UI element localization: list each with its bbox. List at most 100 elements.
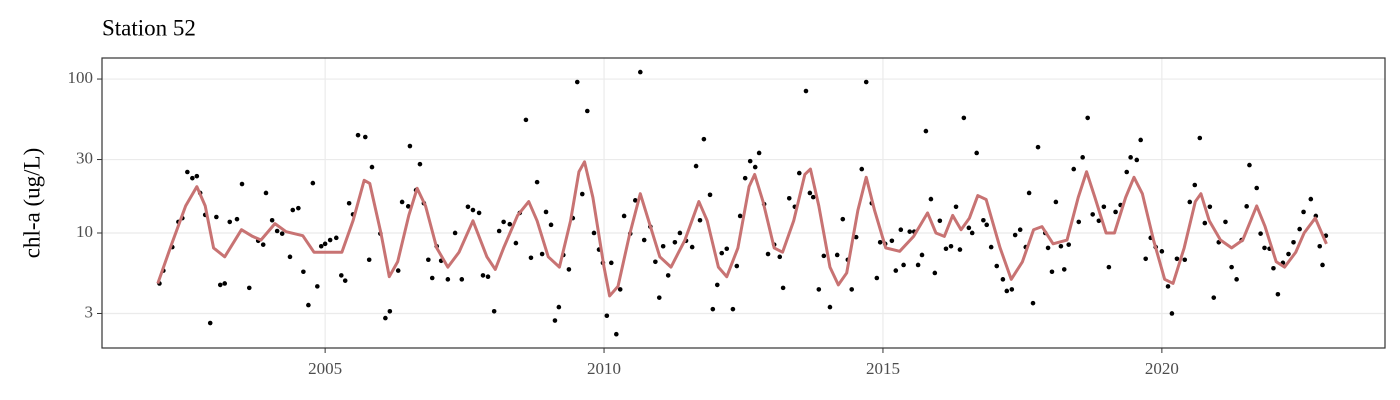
data-point	[1134, 157, 1140, 163]
data-point	[246, 285, 252, 291]
data-point	[724, 246, 730, 252]
data-point	[957, 247, 963, 252]
data-point	[807, 190, 813, 196]
data-point	[269, 217, 275, 223]
data-point	[387, 308, 393, 314]
data-point	[853, 234, 859, 240]
chart-title: Station 52	[102, 15, 196, 40]
data-point	[1035, 144, 1041, 150]
data-point	[877, 239, 883, 245]
data-point	[1234, 277, 1239, 282]
data-point	[948, 243, 954, 249]
data-point	[1000, 277, 1006, 282]
data-point	[1101, 204, 1107, 210]
data-point	[445, 277, 451, 282]
data-point	[719, 250, 725, 256]
data-point	[1143, 256, 1148, 262]
data-point	[513, 240, 519, 246]
data-point	[969, 230, 975, 236]
data-point	[1128, 155, 1133, 160]
data-point	[796, 170, 802, 176]
data-point	[346, 200, 352, 206]
data-point	[632, 198, 638, 203]
data-point	[693, 163, 699, 169]
data-point	[1182, 257, 1188, 263]
data-point	[1254, 185, 1259, 191]
data-point	[1174, 256, 1180, 262]
data-point	[834, 252, 840, 258]
data-point	[234, 216, 240, 222]
data-point	[1058, 243, 1064, 249]
data-point	[730, 306, 736, 312]
data-point	[528, 255, 534, 261]
data-point	[1138, 137, 1143, 143]
data-point	[1262, 245, 1267, 251]
data-point	[961, 115, 967, 121]
data-point	[585, 108, 590, 114]
data-point	[476, 210, 482, 216]
x-tick-label: 2005	[308, 359, 342, 378]
data-point	[827, 304, 833, 310]
data-point	[543, 209, 549, 215]
data-point	[399, 199, 405, 205]
data-point	[641, 237, 647, 243]
data-point	[1192, 182, 1198, 188]
data-point	[1258, 231, 1263, 236]
data-point	[1090, 212, 1095, 217]
data-point	[327, 237, 333, 243]
data-point	[574, 79, 580, 85]
data-point	[429, 275, 435, 281]
data-point	[621, 213, 627, 219]
data-point	[1207, 204, 1213, 210]
data-point	[981, 217, 986, 223]
data-point	[810, 194, 816, 200]
data-point	[780, 285, 786, 291]
data-point	[1004, 288, 1010, 294]
data-point	[803, 88, 809, 94]
data-point	[701, 136, 707, 142]
data-point	[614, 331, 619, 337]
data-point	[496, 228, 502, 234]
data-point	[1071, 166, 1077, 172]
data-point	[737, 213, 743, 219]
data-point	[689, 244, 695, 250]
data-point	[1320, 262, 1325, 268]
data-point	[1244, 204, 1249, 209]
data-point	[1202, 220, 1208, 226]
data-point	[756, 150, 762, 156]
data-point	[1165, 284, 1171, 289]
y-tick-label: 100	[68, 68, 94, 87]
data-point	[734, 263, 740, 269]
data-point	[1229, 264, 1234, 270]
data-point	[821, 253, 827, 259]
data-point	[889, 238, 895, 244]
data-point	[501, 219, 506, 225]
data-point	[339, 273, 344, 278]
data-point	[296, 205, 301, 211]
data-point	[697, 217, 703, 223]
data-point	[953, 204, 959, 210]
data-point	[333, 235, 339, 241]
data-point	[566, 267, 572, 272]
data-point	[362, 134, 368, 140]
data-point	[287, 254, 293, 260]
data-point	[923, 128, 929, 134]
data-point	[395, 268, 401, 273]
data-point	[222, 281, 228, 286]
data-point	[470, 207, 476, 213]
y-tick-label: 3	[85, 302, 94, 321]
data-point	[369, 164, 375, 170]
data-point	[777, 254, 783, 260]
data-point	[452, 230, 458, 236]
data-point	[552, 318, 558, 323]
plot-border	[101, 57, 1386, 349]
data-point	[786, 196, 792, 201]
data-point	[672, 239, 678, 245]
data-point	[1085, 115, 1090, 121]
x-tick-label: 2015	[866, 359, 900, 378]
data-point	[893, 268, 899, 273]
data-point	[1080, 155, 1085, 160]
data-point	[994, 263, 1000, 269]
data-point	[342, 278, 348, 283]
